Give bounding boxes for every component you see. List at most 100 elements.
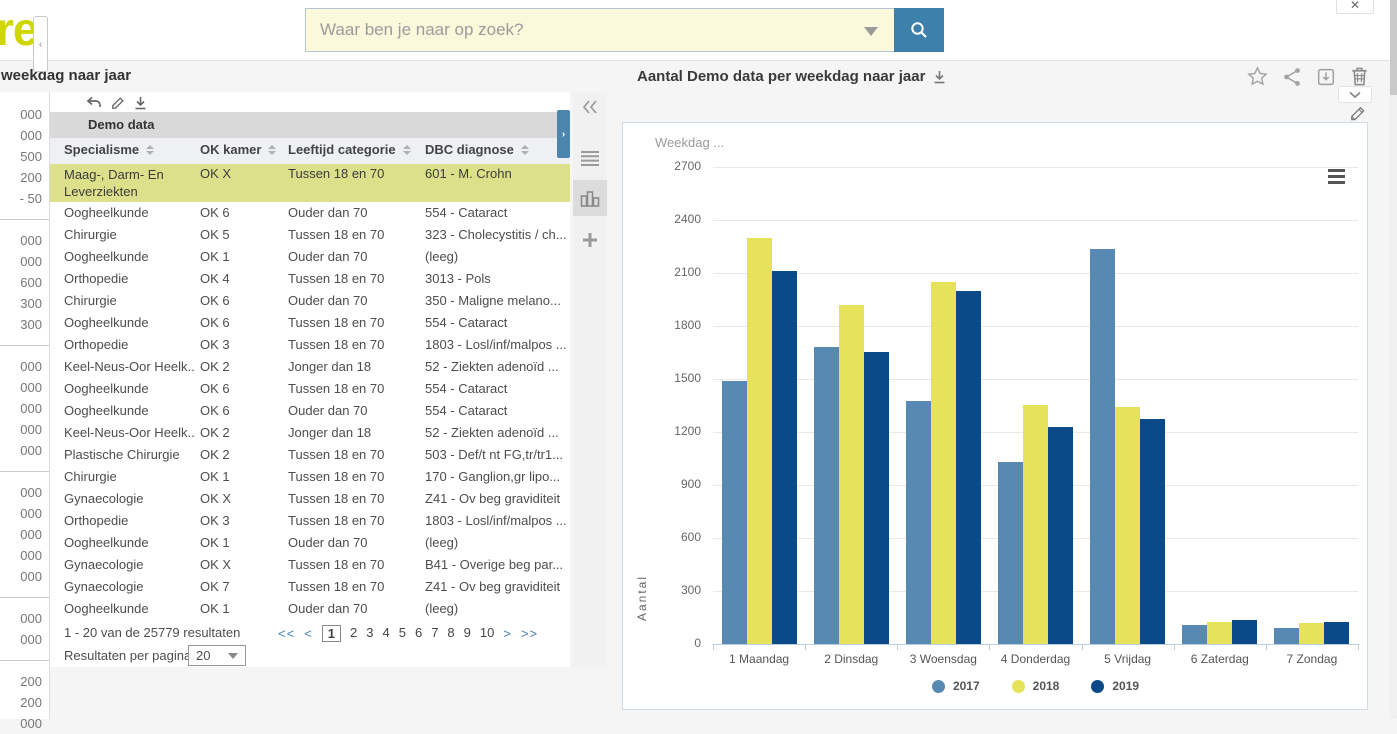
expand-columns-handle[interactable]: ›	[557, 110, 570, 158]
table-row[interactable]: OrthopedieOK 3Tussen 18 en 701803 - Losl…	[50, 510, 570, 532]
legend-item-2018[interactable]: 2018	[1012, 679, 1060, 693]
page-number-5[interactable]: 5	[399, 625, 406, 642]
column-header-dbc-diagnose[interactable]: DBC diagnose	[425, 142, 568, 157]
table-row[interactable]: OogheelkundeOK 1Ouder dan 70(leeg)	[50, 532, 570, 554]
favorite-star-icon[interactable]	[1246, 65, 1269, 88]
page-number-6[interactable]: 6	[415, 625, 422, 642]
download-icon[interactable]	[134, 96, 147, 110]
table-row[interactable]: OogheelkundeOK 1Ouder dan 70(leeg)	[50, 246, 570, 268]
bar-2019-1-maandag[interactable]	[772, 271, 797, 644]
table-row[interactable]: GynaecologieOK XTussen 18 en 70Z41 - Ov …	[50, 488, 570, 510]
table-cell: OK 4	[200, 271, 282, 286]
page-number-8[interactable]: 8	[447, 625, 454, 642]
last-page-button[interactable]: >>	[521, 626, 538, 641]
bar-2019-5-vrijdag[interactable]	[1140, 419, 1165, 644]
bar-2019-4-donderdag[interactable]	[1048, 427, 1073, 644]
page-number-9[interactable]: 9	[464, 625, 471, 642]
page-number-4[interactable]: 4	[382, 625, 389, 642]
collapse-left-handle[interactable]: ‹	[33, 16, 48, 72]
bar-2018-6-zaterdag[interactable]	[1207, 622, 1232, 644]
dataset-tab[interactable]: Demo data	[50, 112, 570, 138]
bar-2017-1-maandag[interactable]	[722, 381, 747, 644]
sort-icon[interactable]	[268, 145, 276, 155]
bar-2018-2-dinsdag[interactable]	[839, 305, 864, 644]
pagination: << < 123456789 10 > >>	[278, 625, 538, 642]
table-row[interactable]: ChirurgieOK 6Ouder dan 70350 - Maligne m…	[50, 290, 570, 312]
bar-2017-2-dinsdag[interactable]	[814, 347, 839, 644]
bar-2018-4-donderdag[interactable]	[1023, 405, 1048, 644]
bar-2019-2-dinsdag[interactable]	[864, 352, 889, 644]
table-row[interactable]: OrthopedieOK 4Tussen 18 en 703013 - Pols	[50, 268, 570, 290]
sort-icon[interactable]	[146, 145, 154, 155]
search-input[interactable]: Waar ben je naar op zoek?	[305, 8, 894, 52]
column-header-leeftijd-categorie[interactable]: Leeftijd categorie	[288, 142, 420, 157]
table-row[interactable]: OogheelkundeOK 1Ouder dan 70(leeg)	[50, 598, 570, 620]
bar-2019-6-zaterdag[interactable]	[1232, 620, 1257, 644]
page-number-1[interactable]: 1	[322, 625, 341, 642]
table-row[interactable]: OogheelkundeOK 6Tussen 18 en 70554 - Cat…	[50, 312, 570, 334]
edit-chart-pencil-icon[interactable]	[1349, 103, 1368, 122]
column-header-ok-kamer[interactable]: OK kamer	[200, 142, 282, 157]
first-page-button[interactable]: <<	[278, 626, 295, 641]
bar-2019-3-woensdag[interactable]	[956, 291, 981, 644]
page-number-3[interactable]: 3	[366, 625, 373, 642]
table-row[interactable]: ChirurgieOK 5Tussen 18 en 70323 - Cholec…	[50, 224, 570, 246]
x-tick-mark	[1082, 644, 1083, 650]
scrollbar-thumb[interactable]	[1390, 0, 1397, 95]
sort-icon[interactable]	[403, 145, 411, 155]
download-icon[interactable]	[933, 70, 946, 84]
table-row[interactable]: GynaecologieOK 7Tussen 18 en 70Z41 - Ov …	[50, 576, 570, 598]
bar-2017-3-woensdag[interactable]	[906, 401, 931, 644]
sort-icon[interactable]	[521, 145, 529, 155]
bar-2018-5-vrijdag[interactable]	[1115, 407, 1140, 644]
collapse-left-icon[interactable]	[573, 100, 607, 114]
prev-page-button[interactable]: <	[304, 626, 313, 641]
bar-2017-6-zaterdag[interactable]	[1182, 625, 1207, 644]
bar-2017-7-zondag[interactable]	[1274, 628, 1299, 644]
delete-trash-icon[interactable]	[1348, 65, 1371, 88]
bar-2017-4-donderdag[interactable]	[998, 462, 1023, 644]
bar-2018-1-maandag[interactable]	[747, 238, 772, 644]
add-view-icon[interactable]	[573, 232, 607, 248]
bar-2018-7-zondag[interactable]	[1299, 623, 1324, 644]
table-row[interactable]: OogheelkundeOK 6Ouder dan 70554 - Catara…	[50, 400, 570, 422]
bar-2017-5-vrijdag[interactable]	[1090, 249, 1115, 644]
page-number-10[interactable]: 10	[480, 625, 494, 642]
table-row[interactable]: ChirurgieOK 1Tussen 18 en 70170 - Gangli…	[50, 466, 570, 488]
table-row[interactable]: Keel-Neus-Oor Heelk...OK 2Jonger dan 185…	[50, 356, 570, 378]
table-row[interactable]: Plastische ChirurgieOK 2Tussen 18 en 705…	[50, 444, 570, 466]
table-row[interactable]: OogheelkundeOK 6Tussen 18 en 70554 - Cat…	[50, 378, 570, 400]
table-cell: Z41 - Ov beg graviditeit	[425, 491, 568, 506]
page-number-2[interactable]: 2	[350, 625, 357, 642]
collapse-panel-button[interactable]	[1338, 86, 1372, 103]
table-view-icon[interactable]	[573, 150, 607, 167]
chart-card: Weekdag ... Aantal 1 Maandag2 Dinsdag3 W…	[622, 122, 1368, 710]
bar-2018-3-woensdag[interactable]	[931, 282, 956, 644]
table-row[interactable]: Keel-Neus-Oor Heelk...OK 2Jonger dan 185…	[50, 422, 570, 444]
share-icon[interactable]	[1280, 65, 1303, 88]
table-row[interactable]: OogheelkundeOK 6Ouder dan 70554 - Catara…	[50, 202, 570, 224]
close-button[interactable]: ✕	[1336, 0, 1374, 14]
vertical-scrollbar[interactable]	[1390, 0, 1397, 719]
cropped-axis-value: 000	[0, 377, 49, 398]
legend-marker	[932, 680, 945, 693]
next-page-button[interactable]: >	[503, 626, 512, 641]
search-button[interactable]	[894, 8, 944, 52]
table-cell: OK 3	[200, 337, 282, 352]
table-row[interactable]: Maag-, Darm- En LeverziektenOK XTussen 1…	[50, 164, 570, 202]
page-number-7[interactable]: 7	[431, 625, 438, 642]
undo-icon[interactable]	[86, 96, 102, 110]
table-row[interactable]: OrthopedieOK 3Tussen 18 en 701803 - Losl…	[50, 334, 570, 356]
save-icon[interactable]	[1314, 65, 1337, 88]
table-cell: 170 - Ganglion,gr lipo...	[425, 469, 568, 484]
edit-pencil-icon[interactable]	[111, 96, 125, 110]
legend-item-2017[interactable]: 2017	[932, 679, 980, 693]
chart-view-button-active[interactable]	[573, 180, 607, 216]
table-row[interactable]: GynaecologieOK XTussen 18 en 70B41 - Ove…	[50, 554, 570, 576]
column-header-specialisme[interactable]: Specialisme	[64, 142, 196, 157]
per-page-select[interactable]: 20	[188, 645, 246, 666]
legend-item-2019[interactable]: 2019	[1091, 679, 1139, 693]
search-dropdown-caret-icon[interactable]	[864, 27, 878, 36]
cropped-axis-value: 000	[0, 503, 49, 524]
bar-2019-7-zondag[interactable]	[1324, 622, 1349, 644]
